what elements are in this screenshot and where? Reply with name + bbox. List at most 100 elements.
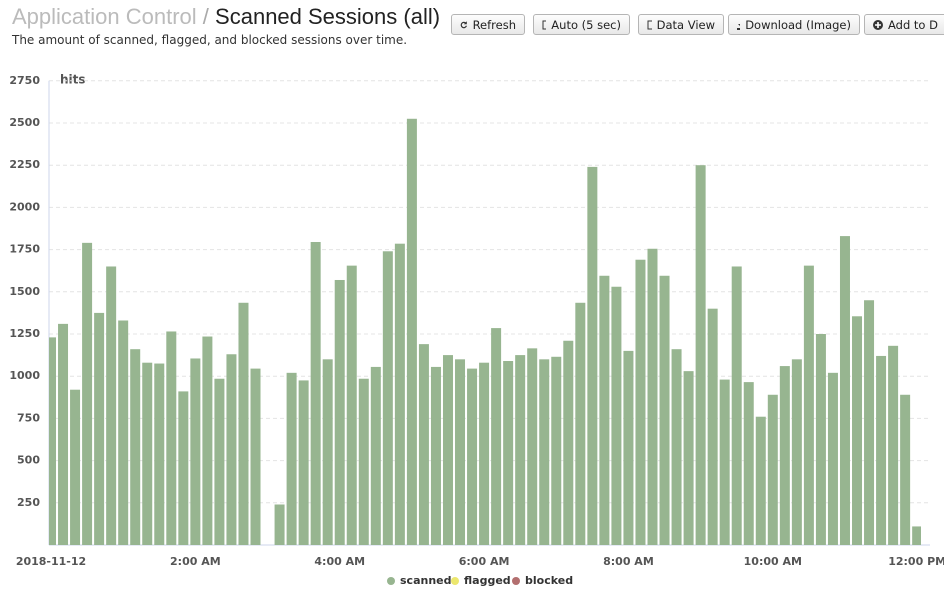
bar (418, 344, 429, 545)
bar (467, 368, 478, 545)
bar (695, 165, 706, 545)
bar (370, 366, 381, 545)
bar (226, 354, 237, 545)
button-label: Auto (5 sec) (551, 17, 621, 32)
section-title: Application Control (12, 4, 197, 29)
bar (719, 379, 730, 545)
bar (298, 380, 309, 545)
bar (190, 358, 201, 545)
bar (406, 118, 417, 545)
y-tick-label: 1000 (9, 369, 40, 382)
bar (815, 334, 826, 545)
bar (274, 504, 285, 545)
bar (58, 323, 69, 545)
bar (767, 394, 778, 545)
bar (864, 300, 875, 545)
page-title: Scanned Sessions (all) (215, 4, 441, 29)
legend-marker (387, 577, 395, 585)
description: The amount of scanned, flagged, and bloc… (12, 33, 408, 47)
bar (430, 366, 441, 545)
bar (322, 359, 333, 545)
bar (563, 340, 574, 545)
button-label: Add to D (888, 17, 938, 32)
bar (346, 265, 357, 545)
y-tick-label: 500 (17, 454, 40, 467)
bar (382, 251, 393, 545)
bar (683, 371, 694, 545)
bar (334, 279, 345, 545)
bar (202, 336, 213, 545)
bar (599, 275, 610, 545)
bar (803, 265, 814, 545)
bar (358, 378, 369, 545)
bar (130, 349, 141, 545)
bar (178, 391, 189, 545)
plot-area (49, 118, 921, 546)
bar (286, 372, 297, 545)
bar (166, 331, 177, 545)
legend-marker (451, 577, 459, 585)
bar (310, 242, 321, 545)
bar (852, 316, 863, 545)
button-label: Download (Image) (745, 17, 851, 32)
bar (214, 378, 225, 545)
bar (394, 243, 405, 545)
icon (542, 20, 547, 29)
y-tick-label: 250 (17, 496, 40, 509)
bar (623, 350, 634, 545)
bar (647, 248, 658, 546)
button-label: Refresh (472, 17, 516, 32)
x-tick-label: 12:00 PM (888, 555, 944, 568)
bar (635, 259, 646, 545)
icon (647, 20, 652, 29)
bar (70, 389, 81, 545)
bar (142, 362, 153, 545)
bar (455, 359, 466, 545)
y-tick-label: 2500 (9, 116, 40, 129)
bar (82, 242, 93, 545)
y-tick-label: 2750 (9, 74, 40, 87)
bar (118, 320, 129, 545)
bar (659, 275, 670, 545)
bar (839, 236, 850, 545)
x-tick-label: 8:00 AM (603, 555, 654, 568)
bar (743, 382, 754, 545)
bar (888, 345, 899, 545)
auto-button[interactable]: Auto (5 sec) (533, 14, 630, 35)
legend-label: scanned (400, 574, 452, 587)
icon (460, 20, 468, 28)
bar (515, 355, 526, 545)
add-button[interactable]: Add to D (864, 14, 944, 35)
x-tick-label: 2:00 AM (170, 555, 221, 568)
y-tick-label: 1250 (9, 327, 40, 340)
bar (611, 286, 622, 545)
legend-label: blocked (525, 574, 573, 587)
bar (827, 372, 838, 545)
bar (779, 366, 790, 545)
bar (250, 368, 261, 545)
bar (503, 361, 514, 545)
refresh-button[interactable]: Refresh (451, 14, 525, 35)
bar (876, 355, 887, 545)
x-tick-label: 10:00 AM (744, 555, 802, 568)
y-tick-label: 2250 (9, 158, 40, 171)
icon (737, 19, 741, 30)
legend-label: flagged (464, 574, 511, 587)
legend-marker (512, 577, 520, 585)
bar (587, 166, 598, 545)
x-tick-label: 6:00 AM (459, 555, 510, 568)
bar (707, 308, 718, 545)
y-axis-label: hits (60, 73, 86, 87)
bar (527, 348, 538, 545)
bar (575, 302, 586, 545)
icon (873, 19, 883, 30)
y-tick-label: 1750 (9, 243, 40, 256)
bar (551, 356, 562, 545)
y-tick-label: 1500 (9, 285, 40, 298)
button-label: Data View (656, 17, 715, 32)
download-button[interactable]: Download (Image) (728, 14, 860, 35)
data-view-button[interactable]: Data View (638, 14, 724, 35)
bar (900, 394, 911, 545)
bar (791, 359, 802, 545)
